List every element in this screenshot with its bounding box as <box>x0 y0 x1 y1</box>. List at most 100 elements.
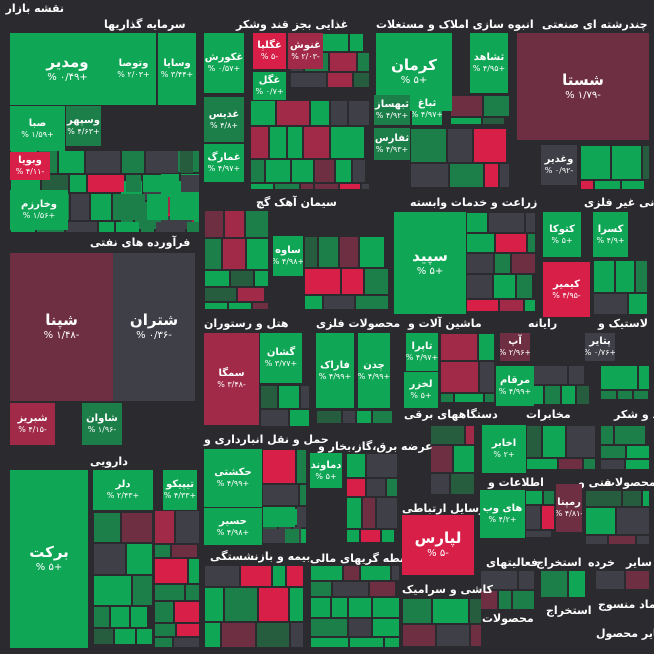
stock-tile[interactable] <box>251 184 273 189</box>
stock-tile[interactable] <box>559 459 582 469</box>
stock-tile[interactable] <box>328 73 352 87</box>
stock-tile[interactable] <box>131 607 147 627</box>
stock-tile[interactable] <box>331 127 364 158</box>
stock-tile[interactable] <box>155 638 172 647</box>
stock-tile[interactable]: شاوان %‎ ۱/۹۶- <box>82 403 122 445</box>
stock-tile[interactable]: وتوصا %‎ ۲/۰۳+ <box>111 33 156 105</box>
stock-tile[interactable] <box>94 544 125 574</box>
stock-tile[interactable] <box>467 275 492 298</box>
stock-tile[interactable] <box>311 619 347 636</box>
stock-tile[interactable] <box>431 426 464 444</box>
stock-tile[interactable] <box>526 506 540 529</box>
stock-tile[interactable]: شستا %‎ ۱/۷۹- <box>517 33 649 140</box>
stock-tile[interactable]: ثفارس %‎ ۴/۹۳+ <box>374 128 410 160</box>
stock-tile[interactable] <box>618 391 632 399</box>
stock-tile[interactable] <box>581 146 610 179</box>
stock-tile[interactable] <box>577 386 589 404</box>
stock-tile[interactable]: صبا %‎ ۱/۵۹+ <box>10 106 65 151</box>
stock-tile[interactable] <box>317 411 341 423</box>
stock-tile[interactable] <box>637 536 649 544</box>
stock-tile[interactable] <box>450 164 483 187</box>
stock-tile[interactable] <box>99 222 114 232</box>
stock-tile[interactable] <box>601 391 616 399</box>
stock-tile[interactable]: سمگا %‎ ۳/۴۸- <box>204 333 259 425</box>
stock-tile[interactable] <box>481 571 517 589</box>
stock-tile[interactable] <box>263 507 295 527</box>
stock-tile[interactable] <box>305 269 340 294</box>
stock-tile[interactable] <box>94 576 131 605</box>
stock-tile[interactable] <box>336 160 351 182</box>
stock-tile[interactable] <box>287 566 303 586</box>
stock-tile[interactable] <box>205 271 229 286</box>
stock-tile[interactable] <box>363 498 375 528</box>
stock-tile[interactable] <box>205 303 227 309</box>
stock-tile[interactable] <box>297 507 306 527</box>
stock-tile[interactable] <box>115 629 135 644</box>
stock-tile[interactable] <box>255 271 268 286</box>
stock-tile[interactable]: تاپرا %‎ ۴/۹۷+ <box>406 333 438 371</box>
stock-tile[interactable] <box>471 625 481 646</box>
stock-tile[interactable] <box>569 366 584 384</box>
stock-tile[interactable] <box>155 602 173 622</box>
stock-tile[interactable] <box>433 599 468 623</box>
stock-tile[interactable] <box>500 164 509 187</box>
stock-tile[interactable] <box>113 194 145 220</box>
stock-tile[interactable] <box>246 211 268 237</box>
stock-tile[interactable] <box>525 300 535 311</box>
stock-tile[interactable] <box>111 607 129 627</box>
stock-tile[interactable] <box>349 101 369 125</box>
stock-tile[interactable] <box>174 638 199 647</box>
stock-tile[interactable] <box>367 479 385 496</box>
stock-tile[interactable] <box>581 181 593 189</box>
stock-tile[interactable] <box>626 460 649 469</box>
stock-tile[interactable] <box>319 237 338 267</box>
stock-tile[interactable] <box>349 619 371 636</box>
stock-tile[interactable] <box>257 623 289 647</box>
stock-tile[interactable] <box>382 530 394 542</box>
stock-tile[interactable] <box>146 151 178 173</box>
stock-tile[interactable] <box>612 146 641 179</box>
stock-tile[interactable] <box>156 222 185 232</box>
stock-tile[interactable] <box>467 300 498 311</box>
stock-tile[interactable] <box>411 164 448 187</box>
stock-tile[interactable]: لپارس %‎ ۵- <box>402 515 474 575</box>
stock-tile[interactable] <box>347 479 365 496</box>
stock-tile[interactable] <box>350 638 383 647</box>
stock-tile[interactable] <box>155 624 175 636</box>
stock-tile[interactable] <box>545 386 560 404</box>
stock-tile[interactable] <box>311 566 342 580</box>
stock-tile[interactable] <box>623 491 641 506</box>
stock-tile[interactable]: کسرا %‎ ۴/۹+ <box>593 212 628 257</box>
stock-tile[interactable] <box>225 211 244 237</box>
stock-tile[interactable]: کتوکا %‎ ۵+ <box>543 212 581 257</box>
stock-tile[interactable]: وخارزم %‎ ۱/۵۶+ <box>10 190 68 230</box>
stock-tile[interactable]: رمپنا %‎ ۴/۸۱- <box>556 484 582 532</box>
stock-tile[interactable] <box>180 151 193 173</box>
stock-tile[interactable] <box>94 513 120 542</box>
stock-tile[interactable] <box>297 450 306 483</box>
stock-tile[interactable] <box>365 269 388 294</box>
stock-tile[interactable] <box>467 254 493 273</box>
stock-tile[interactable] <box>467 234 494 252</box>
stock-tile[interactable] <box>331 101 347 125</box>
stock-tile[interactable] <box>292 160 313 182</box>
stock-tile[interactable] <box>205 623 220 647</box>
stock-tile[interactable] <box>569 571 585 597</box>
stock-tile[interactable] <box>340 184 360 189</box>
stock-tile[interactable] <box>466 426 474 444</box>
stock-tile[interactable] <box>385 638 399 647</box>
stock-tile[interactable] <box>527 426 541 457</box>
stock-tile[interactable] <box>189 559 199 583</box>
stock-tile[interactable]: ساوه %‎ ۴/۹۸+ <box>273 236 303 276</box>
stock-tile[interactable] <box>495 254 510 273</box>
stock-tile[interactable] <box>403 625 435 646</box>
stock-tile[interactable] <box>357 411 371 423</box>
stock-tile[interactable] <box>544 491 554 504</box>
stock-tile[interactable] <box>122 151 144 173</box>
stock-tile[interactable] <box>172 545 197 557</box>
stock-tile[interactable] <box>141 222 154 232</box>
stock-tile[interactable] <box>526 213 535 232</box>
stock-tile[interactable] <box>634 391 648 399</box>
stock-tile[interactable] <box>225 588 257 621</box>
stock-tile[interactable] <box>155 545 170 557</box>
